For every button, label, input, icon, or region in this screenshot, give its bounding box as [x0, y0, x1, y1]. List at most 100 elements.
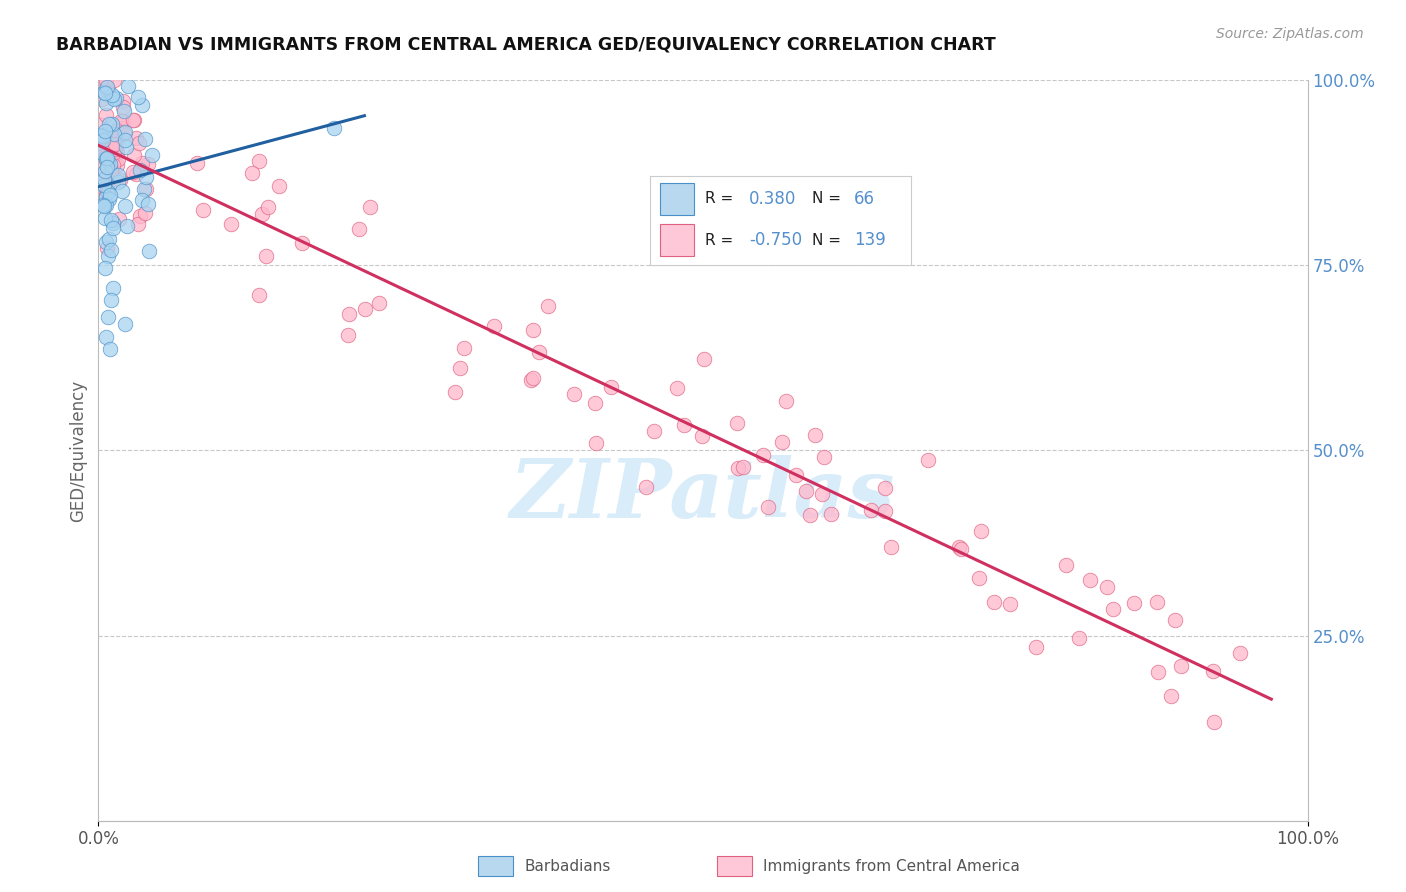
Point	[97, 249, 120, 263]
Point	[1229, 646, 1251, 660]
Point	[96, 145, 118, 160]
Point	[112, 104, 135, 119]
Point	[115, 139, 138, 153]
Point	[111, 94, 134, 108]
Point	[1097, 580, 1119, 594]
Point	[122, 148, 145, 162]
Point	[96, 153, 118, 167]
Point	[107, 168, 129, 182]
Point	[751, 448, 773, 462]
Point	[93, 260, 115, 275]
Point	[969, 524, 991, 538]
Text: 66: 66	[853, 190, 875, 208]
Point	[727, 461, 749, 475]
Point	[96, 161, 118, 175]
Point	[98, 192, 121, 206]
Point	[666, 381, 689, 395]
Point	[122, 113, 145, 128]
Point	[107, 175, 129, 189]
Point	[353, 302, 375, 317]
Point	[96, 151, 118, 165]
Point	[94, 211, 117, 225]
Point	[97, 143, 120, 157]
Point	[141, 147, 163, 161]
Point	[96, 198, 118, 212]
Point	[114, 126, 136, 140]
Point	[136, 197, 159, 211]
Text: N =: N =	[811, 233, 841, 247]
Point	[90, 84, 112, 98]
Point	[97, 310, 120, 325]
Point	[254, 249, 277, 263]
Point	[562, 387, 585, 401]
Point	[93, 85, 115, 99]
Point	[186, 156, 208, 170]
Point	[337, 328, 360, 343]
Point	[247, 288, 270, 302]
Point	[100, 212, 122, 227]
Point	[97, 185, 120, 199]
Point	[103, 128, 125, 142]
Point	[94, 73, 117, 87]
Point	[93, 141, 115, 155]
Point	[998, 597, 1021, 611]
Point	[87, 136, 110, 151]
Point	[96, 145, 118, 160]
Point	[692, 429, 714, 443]
Point	[105, 123, 128, 137]
Point	[813, 450, 835, 464]
Point	[101, 280, 124, 294]
Point	[879, 541, 901, 555]
Point	[1101, 601, 1123, 615]
Point	[917, 453, 939, 467]
Text: BARBADIAN VS IMMIGRANTS FROM CENTRAL AMERICA GED/EQUIVALENCY CORRELATION CHART: BARBADIAN VS IMMIGRANTS FROM CENTRAL AME…	[56, 36, 995, 54]
Point	[94, 197, 117, 211]
Point	[100, 293, 122, 307]
Text: R =: R =	[704, 192, 733, 206]
Point	[725, 416, 748, 430]
Point	[105, 133, 128, 147]
Point	[100, 161, 122, 176]
Point	[128, 209, 150, 223]
Point	[110, 114, 132, 128]
Point	[1170, 658, 1192, 673]
Point	[1123, 596, 1146, 610]
Point	[1202, 664, 1225, 678]
Point	[105, 123, 128, 137]
Point	[97, 83, 120, 97]
Point	[250, 207, 273, 221]
Point	[1204, 715, 1226, 730]
Bar	[661, 224, 695, 256]
Point	[93, 178, 115, 192]
Text: Source: ZipAtlas.com: Source: ZipAtlas.com	[1216, 27, 1364, 41]
Point	[100, 117, 122, 131]
Point	[96, 147, 118, 161]
Point	[101, 158, 124, 172]
Point	[967, 571, 990, 585]
Point	[131, 194, 153, 208]
Point	[121, 113, 143, 128]
Point	[875, 482, 897, 496]
Text: ZIPatlas: ZIPatlas	[510, 455, 896, 535]
Point	[100, 187, 122, 202]
Point	[337, 307, 360, 321]
Point	[94, 152, 117, 166]
Point	[100, 163, 122, 178]
Point	[785, 468, 807, 483]
Point	[810, 487, 832, 501]
Point	[368, 295, 391, 310]
Point	[121, 165, 143, 179]
Point	[103, 136, 125, 151]
Point	[585, 395, 607, 409]
Text: Immigrants from Central America: Immigrants from Central America	[763, 859, 1021, 873]
Text: N =: N =	[811, 192, 841, 206]
Point	[257, 201, 280, 215]
Text: Barbadians: Barbadians	[524, 859, 610, 873]
Point	[347, 222, 370, 236]
Point	[875, 504, 897, 518]
Point	[115, 219, 138, 233]
Point	[96, 184, 118, 198]
Point	[105, 158, 128, 172]
Point	[585, 436, 607, 450]
Point	[522, 371, 544, 385]
